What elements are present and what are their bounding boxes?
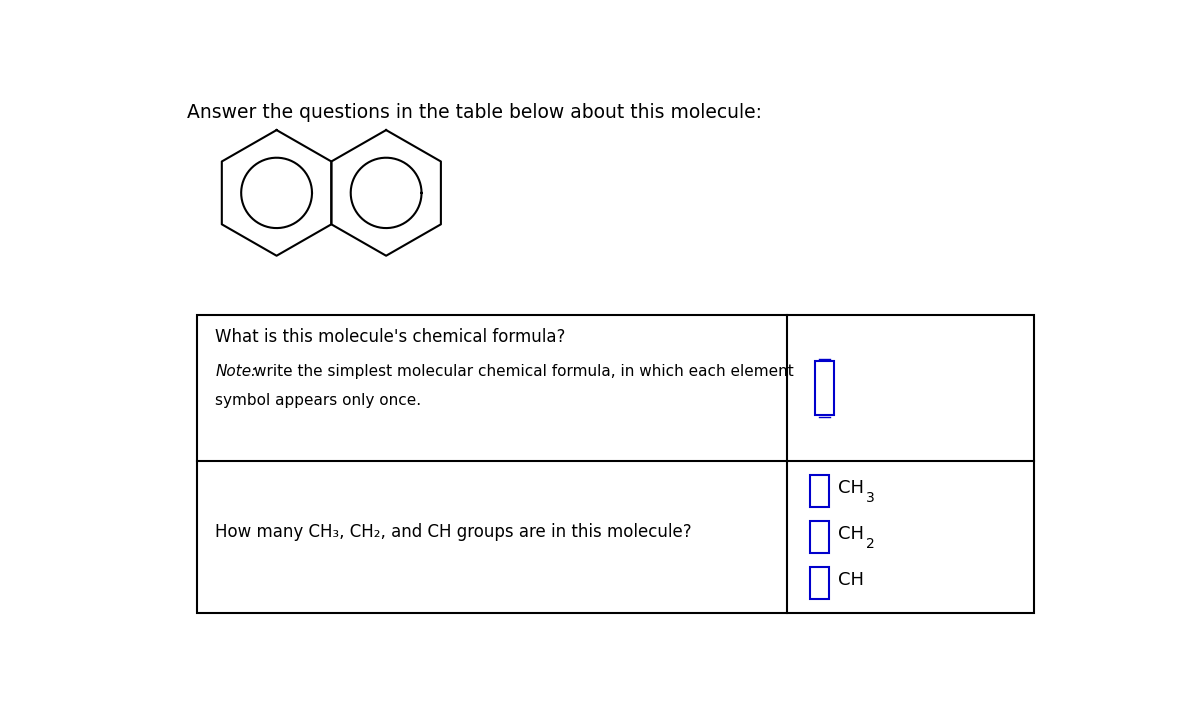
Text: Note:: Note: (215, 364, 257, 379)
Text: 3: 3 (866, 491, 875, 505)
Text: symbol appears only once.: symbol appears only once. (215, 394, 421, 408)
Text: How many CH₃, CH₂, and CH groups are in this molecule?: How many CH₃, CH₂, and CH groups are in … (215, 522, 691, 541)
Text: CH: CH (839, 572, 864, 589)
Text: 2: 2 (866, 536, 875, 551)
Text: CH: CH (839, 525, 864, 543)
Text: Answer the questions in the table below about this molecule:: Answer the questions in the table below … (187, 103, 762, 122)
FancyBboxPatch shape (815, 361, 834, 415)
FancyBboxPatch shape (810, 521, 829, 553)
FancyBboxPatch shape (810, 567, 829, 600)
Text: CH: CH (839, 479, 864, 497)
FancyBboxPatch shape (810, 474, 829, 508)
Text: What is this molecule's chemical formula?: What is this molecule's chemical formula… (215, 328, 565, 346)
Text: write the simplest molecular chemical formula, in which each element: write the simplest molecular chemical fo… (254, 364, 794, 379)
